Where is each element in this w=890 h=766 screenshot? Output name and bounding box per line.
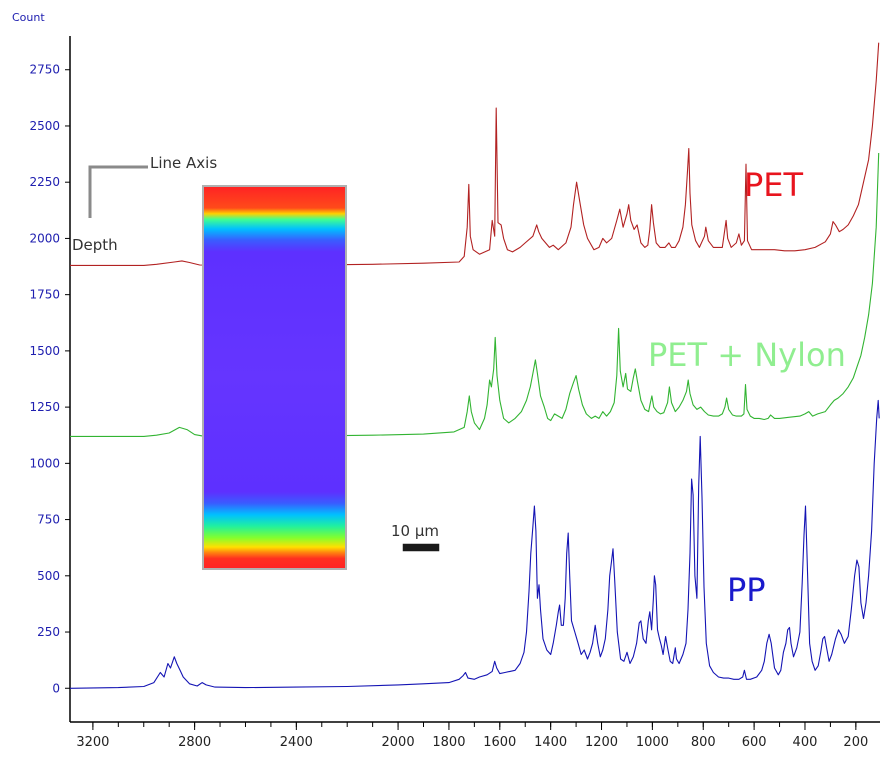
series-line-pp — [69, 399, 880, 689]
x-tick-label: 1000 — [636, 735, 669, 750]
series-label-pet-nylon: PET + Nylon — [648, 336, 846, 374]
scale-bar: 10 µm — [390, 521, 441, 553]
y-axis-label: Count — [12, 11, 45, 24]
y-tick-label: 500 — [37, 569, 60, 583]
series-line-pet-nylon — [70, 152, 880, 437]
depth-label: Depth — [72, 236, 118, 254]
map-image-frame — [202, 185, 347, 570]
y-tick-label: 2500 — [29, 119, 60, 133]
series-layer — [69, 42, 880, 689]
axis-indicator: Line Axis Depth — [71, 153, 219, 256]
series-label-pp: PP — [727, 571, 766, 609]
y-tick-label: 1750 — [29, 288, 60, 302]
y-tick-label: 1000 — [29, 456, 60, 470]
x-tick-label: 1800 — [432, 735, 465, 750]
scale-bar-label: 10 µm — [391, 522, 439, 540]
scale-bar-line — [401, 542, 441, 553]
y-tick-label: 1250 — [29, 400, 60, 414]
x-tick-label: 800 — [691, 735, 716, 750]
x-tick-label: 3200 — [76, 735, 109, 750]
axes-layer: 0 250 500 750 1000 1250 1500 1750 2000 2250 2500 27… — [29, 36, 880, 750]
x-tick-label: 2800 — [178, 735, 211, 750]
x-tick-label: 2000 — [382, 735, 415, 750]
y-tick-label: 2250 — [29, 175, 60, 189]
axis-indicator-bracket-inner — [88, 165, 148, 218]
y-tick-label: 2000 — [29, 231, 60, 245]
map-image-fill — [204, 187, 345, 568]
x-tick-label: 2400 — [280, 735, 313, 750]
x-tick-label: 600 — [742, 735, 767, 750]
y-tick-label: 750 — [37, 513, 60, 527]
y-tick-label: 2750 — [29, 63, 60, 77]
axis-indicator-bracket — [87, 164, 148, 218]
series-line-pet — [70, 42, 880, 266]
line-axis-label: Line Axis — [150, 154, 217, 172]
x-tick-label: 1400 — [534, 735, 567, 750]
y-tick-label: 250 — [37, 625, 60, 639]
x-tick-label: 400 — [793, 735, 818, 750]
y-tick-label: 0 — [52, 681, 60, 695]
x-tick-label: 1200 — [585, 735, 618, 750]
series-label-pet: PET — [744, 166, 804, 204]
map-image — [202, 185, 347, 570]
y-tick-label: 1500 — [29, 344, 60, 358]
x-tick-label: 1600 — [483, 735, 516, 750]
x-tick-label: 200 — [843, 735, 868, 750]
